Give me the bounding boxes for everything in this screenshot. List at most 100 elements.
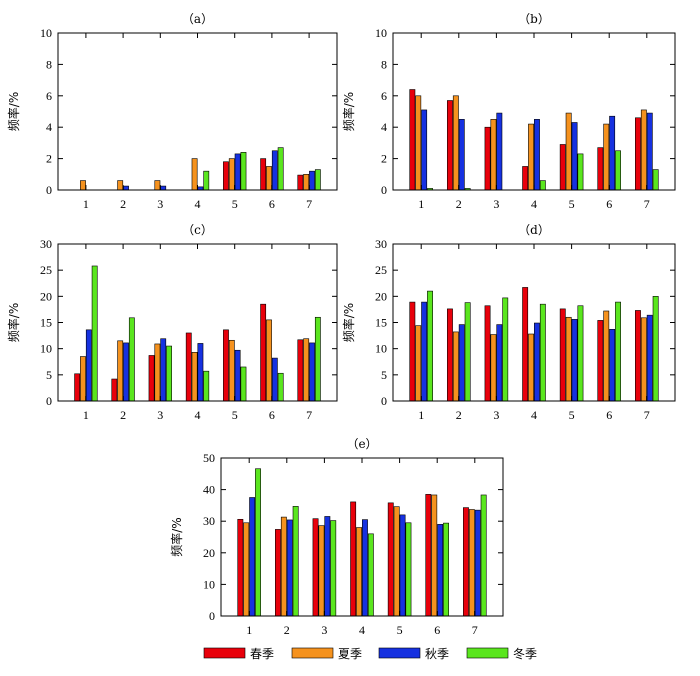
bar-冬季-2: [464, 302, 471, 402]
bar-秋季-7: [309, 342, 315, 402]
bar-春季-3: [484, 126, 491, 191]
bar-夏季-4: [528, 333, 534, 402]
bar-夏季-6: [266, 319, 272, 402]
bar-秋季-3: [496, 324, 503, 402]
y-tick-label: 8: [381, 57, 387, 71]
y-tick-label: 40: [203, 483, 215, 497]
x-tick-label: 3: [321, 623, 327, 637]
bar-冬季-5: [240, 152, 247, 191]
bar-冬季-7: [314, 316, 321, 402]
legend-label: 夏季: [338, 647, 362, 661]
bar-春季-6: [597, 320, 604, 402]
y-tick-label: 5: [46, 368, 52, 382]
x-tick-label: 1: [246, 623, 252, 637]
bar-夏季-7: [468, 509, 475, 617]
x-tick-label: 5: [232, 197, 238, 211]
bar-夏季-4: [191, 352, 198, 402]
bar-秋季-5: [399, 514, 406, 617]
legend-label: 冬季: [513, 646, 537, 661]
y-tick-label: 30: [203, 514, 215, 528]
x-tick-label: 5: [569, 408, 575, 422]
bar-秋季-7: [474, 509, 481, 617]
bar-冬季-5: [405, 522, 412, 617]
x-tick-label: 4: [531, 408, 537, 422]
bar-夏季-3: [154, 343, 161, 402]
y-tick-label: 0: [381, 394, 387, 408]
x-tick-label: 5: [232, 408, 238, 422]
bar-夏季-6: [266, 166, 272, 191]
bar-秋季-7: [309, 170, 315, 191]
y-tick-label: 4: [46, 120, 52, 134]
chart-panel-e: （e） 频率/% 0 10 20 30 40 50 1 2 3 4 5 6 7: [169, 437, 504, 637]
bar-夏季-7: [640, 317, 647, 402]
bar-春季-5: [387, 502, 394, 617]
plot-frame: [57, 243, 338, 402]
x-tick-label: 3: [157, 408, 163, 422]
y-tick-label: 50: [203, 451, 215, 465]
bar-冬季-4: [203, 170, 210, 191]
bar-春季-3: [312, 518, 319, 617]
plot-frame: [392, 243, 676, 402]
bar-冬季-6: [615, 301, 621, 402]
bar-春季-7: [297, 174, 304, 191]
panel-label: （c）: [182, 223, 213, 237]
bar-冬季-5: [577, 305, 584, 402]
x-tick-label: 1: [83, 197, 89, 211]
bar-春季-2: [447, 100, 453, 191]
panel-label: （e）: [346, 437, 377, 451]
y-tick-label: 10: [40, 26, 52, 40]
bar-春季-7: [635, 310, 641, 402]
bar-春季-2: [111, 378, 118, 402]
y-tick-label: 30: [40, 237, 52, 251]
bar-春季-3: [484, 305, 491, 402]
y-tick-label: 2: [46, 152, 52, 166]
bar-秋季-2: [123, 342, 129, 402]
bar-冬季-3: [502, 297, 509, 402]
bar-春季-5: [559, 308, 566, 402]
y-tick-label: 20: [375, 289, 387, 303]
bar-夏季-1: [415, 325, 422, 402]
bar-秋季-3: [160, 338, 167, 402]
bar-夏季-2: [117, 180, 124, 191]
x-tick-label: 3: [493, 408, 499, 422]
bar-秋季-7: [646, 112, 653, 191]
y-tick-label: 10: [375, 342, 387, 356]
bar-夏季-4: [528, 123, 534, 191]
bar-秋季-6: [437, 524, 444, 617]
x-tick-label: 3: [493, 197, 499, 211]
bar-冬季-4: [539, 303, 546, 402]
bar-秋季-2: [458, 324, 465, 402]
bar-夏季-4: [356, 527, 362, 617]
bar-夏季-1: [80, 180, 86, 191]
bar-夏季-3: [318, 525, 325, 617]
x-tick-label: 2: [456, 197, 462, 211]
bar-夏季-2: [117, 340, 124, 402]
x-tick-label: 4: [195, 197, 201, 211]
y-tick-label: 6: [381, 89, 387, 103]
legend-label: 春季: [250, 647, 274, 661]
legend: 春季 夏季 秋季 冬季: [203, 646, 537, 661]
x-tick-label: 4: [195, 408, 201, 422]
x-tick-label: 7: [644, 408, 650, 422]
y-tick-label: 0: [46, 183, 52, 197]
bar-冬季-6: [443, 522, 449, 617]
x-tick-label: 7: [306, 408, 312, 422]
bar-秋季-5: [234, 349, 241, 402]
bar-秋季-6: [609, 115, 616, 191]
x-tick-label: 2: [456, 408, 462, 422]
y-tick-label: 0: [46, 394, 52, 408]
y-axis-label: 频率/%: [6, 303, 21, 342]
bar-冬季-3: [330, 520, 337, 617]
y-tick-label: 10: [375, 26, 387, 40]
x-tick-label: 1: [83, 408, 89, 422]
bar-春季-2: [447, 308, 453, 402]
bar-秋季-5: [234, 153, 241, 191]
bar-夏季-2: [452, 95, 459, 191]
bar-春季-4: [522, 287, 529, 402]
panel-label: （b）: [518, 12, 550, 26]
x-tick-label: 4: [359, 623, 365, 637]
y-tick-label: 0: [381, 183, 387, 197]
bar-春季-5: [559, 144, 566, 191]
bar-夏季-5: [565, 316, 572, 402]
